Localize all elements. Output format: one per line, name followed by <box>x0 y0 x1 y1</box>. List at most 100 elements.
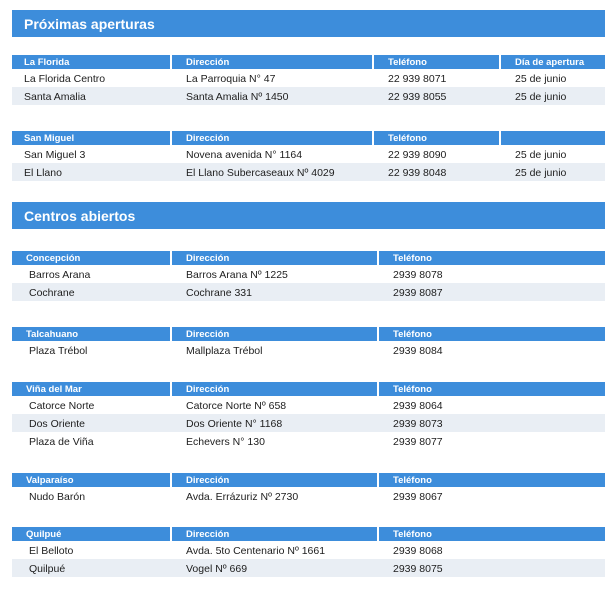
table-row: Nudo Barón Avda. Errázuriz Nº 2730 2939 80… <box>12 487 605 505</box>
table-row: Quilpué Vogel Nº 669 2939 8075 <box>12 559 605 577</box>
table-row: Cochrane Cochrane 331 2939 8087 <box>12 283 605 301</box>
header-cell: La Florida <box>24 57 70 68</box>
centros-table-1: Talcahuano Dirección Teléfono Plaza Trébol M… <box>12 327 605 359</box>
column-divider <box>377 251 379 265</box>
table-cell: 2939 8078 <box>393 269 443 281</box>
table-row: San Miguel 3 Novena avenida N° 1164 22 939… <box>12 145 605 163</box>
column-divider <box>170 527 172 541</box>
header-cell: Teléfono <box>393 475 432 486</box>
table-cell: Plaza Trébol <box>29 345 88 357</box>
column-divider <box>372 55 374 69</box>
header-cell: Viña del Mar <box>26 384 82 395</box>
header-cell: Teléfono <box>393 529 432 540</box>
header-cell: Valparaíso <box>26 475 74 486</box>
table-cell: 22 939 8090 <box>388 149 447 161</box>
column-divider <box>372 131 374 145</box>
table-cell: Avda. Errázuriz Nº 2730 <box>186 491 299 503</box>
table-cell: Cochrane 331 <box>186 287 252 299</box>
header-cell: Dirección <box>186 253 230 264</box>
header-cell: Teléfono <box>388 133 427 144</box>
column-divider <box>377 382 379 396</box>
table-cell: Vogel Nº 669 <box>186 563 248 575</box>
table-cell: 2939 8075 <box>393 563 443 575</box>
column-divider <box>499 55 501 69</box>
header-cell: Teléfono <box>393 253 432 264</box>
table-cell: Nudo Barón <box>29 491 86 503</box>
table-cell: Catorce Norte <box>29 400 95 412</box>
centros-table-2: Viña del Mar Dirección Teléfono Catorce Nor… <box>12 382 605 450</box>
header-cell: Dirección <box>186 329 230 340</box>
table-header-row: Concepción Dirección Teléfono <box>12 251 605 265</box>
table-row: Plaza de Viña Echevers N° 130 2939 8077 <box>12 432 605 450</box>
table-cell: Barros Arana Nº 1225 <box>186 269 288 281</box>
table-row: Plaza Trébol Mallplaza Trébol 2939 8084 <box>12 341 605 359</box>
table-header-row: San Miguel Dirección Teléfono <box>12 131 605 145</box>
table-row: El Belloto Avda. 5to Centenario Nº 1661 29… <box>12 541 605 559</box>
column-divider <box>377 327 379 341</box>
proximas-table-1: San Miguel Dirección Teléfono San Miguel 3 N… <box>12 131 605 181</box>
table-cell: Echevers N° 130 <box>186 436 265 448</box>
table-cell: Cochrane <box>29 287 75 299</box>
table-header-row: La Florida Dirección Teléfono Día de apertu… <box>12 55 605 69</box>
table-row: Catorce Norte Catorce Norte Nº 658 2939 80… <box>12 396 605 414</box>
header-cell: Teléfono <box>393 329 432 340</box>
table-cell: 2939 8073 <box>393 418 443 430</box>
table-row: Dos Oriente Dos Oriente N° 1168 2939 8073 <box>12 414 605 432</box>
table-cell: 25 de junio <box>515 167 567 179</box>
table-header-row: Quilpué Dirección Teléfono <box>12 527 605 541</box>
table-header-row: Talcahuano Dirección Teléfono <box>12 327 605 341</box>
column-divider <box>499 131 501 145</box>
table-cell: Mallplaza Trébol <box>186 345 263 357</box>
table-cell: San Miguel 3 <box>24 149 86 161</box>
table-cell: 2939 8064 <box>393 400 443 412</box>
table-cell: 2939 8084 <box>393 345 443 357</box>
header-cell: Teléfono <box>388 57 427 68</box>
centros-table-0: Concepción Dirección Teléfono Barros Arana B… <box>12 251 605 301</box>
table-cell: 25 de junio <box>515 91 567 103</box>
table-cell: Avda. 5to Centenario Nº 1661 <box>186 545 326 557</box>
table-cell: 22 939 8055 <box>388 91 447 103</box>
column-divider <box>377 473 379 487</box>
table-row: Santa Amalia Santa Amalia Nº 1450 22 939 8… <box>12 87 605 105</box>
table-cell: Santa Amalia Nº 1450 <box>186 91 289 103</box>
table-cell: 2939 8067 <box>393 491 443 503</box>
table-cell: 2939 8068 <box>393 545 443 557</box>
header-cell: Día de apertura <box>515 57 585 68</box>
header-cell: Dirección <box>186 384 230 395</box>
table-cell: 2939 8087 <box>393 287 443 299</box>
column-divider <box>377 527 379 541</box>
proximas-table-0: La Florida Dirección Teléfono Día de apertu… <box>12 55 605 105</box>
table-cell: 25 de junio <box>515 73 567 85</box>
table-row: El Llano El Llano Subercaseaux Nº 4029 22 … <box>12 163 605 181</box>
table-cell: Dos Oriente <box>29 418 86 430</box>
table-cell: 2939 8077 <box>393 436 443 448</box>
column-divider <box>170 131 172 145</box>
table-cell: Barros Arana <box>29 269 91 281</box>
header-cell: Dirección <box>186 133 230 144</box>
table-row: Barros Arana Barros Arana Nº 1225 2939 807… <box>12 265 605 283</box>
table-cell: Plaza de Viña <box>29 436 94 448</box>
column-divider <box>170 382 172 396</box>
header-cell: Dirección <box>186 57 230 68</box>
centros-section-title: Centros abiertos <box>12 202 605 229</box>
table-cell: Catorce Norte Nº 658 <box>186 400 287 412</box>
table-cell: Novena avenida N° 1164 <box>186 149 303 161</box>
table-header-row: Viña del Mar Dirección Teléfono <box>12 382 605 396</box>
proximas-section-title: Próximas aperturas <box>12 10 605 37</box>
table-header-row: Valparaíso Dirección Teléfono <box>12 473 605 487</box>
column-divider <box>170 251 172 265</box>
column-divider <box>170 327 172 341</box>
centros-table-4: Quilpué Dirección Teléfono El Belloto Avda. … <box>12 527 605 577</box>
table-cell: Quilpué <box>29 563 66 575</box>
table-cell: La Parroquia N° 47 <box>186 73 276 85</box>
table-cell: La Florida Centro <box>24 73 106 85</box>
column-divider <box>170 55 172 69</box>
header-cell: Dirección <box>186 529 230 540</box>
table-cell: Santa Amalia <box>24 91 86 103</box>
table-cell: 22 939 8071 <box>388 73 447 85</box>
header-cell: Concepción <box>26 253 81 264</box>
header-cell: Talcahuano <box>26 329 79 340</box>
header-cell: San Miguel <box>24 133 75 144</box>
table-cell: 25 de junio <box>515 149 567 161</box>
centros-table-3: Valparaíso Dirección Teléfono Nudo Barón Avd… <box>12 473 605 505</box>
